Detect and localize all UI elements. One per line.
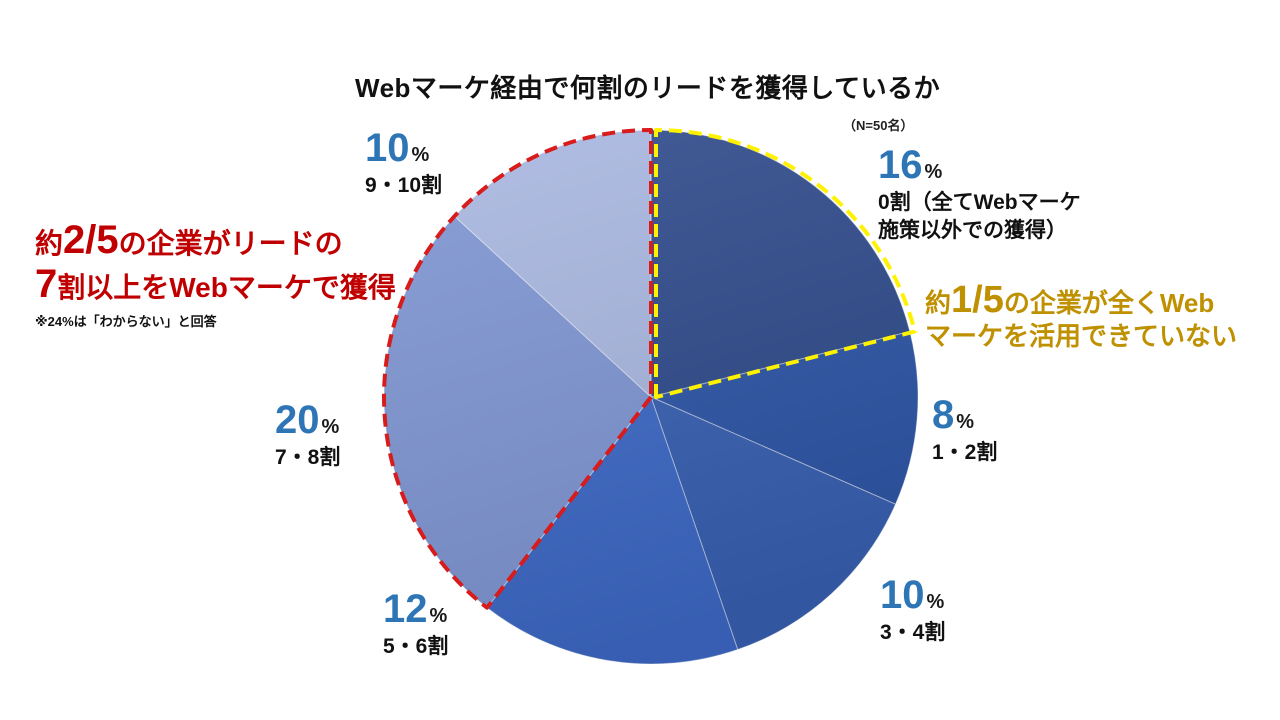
slice-percent: 12% [383,589,448,629]
majority-callout-line2: 7割以上をWebマーケで獲得 [35,262,396,306]
slice-value: 12 [383,587,428,631]
slice-label-5-6-wari: 12% 5・6割 [383,589,448,661]
callout-text: の企業が全くWeb [1003,288,1215,318]
callout-fraction: 1/5 [951,279,1004,321]
slice-value: 20 [275,398,320,442]
callout-prefix: 約 [925,288,952,318]
callout-fraction: 2/5 [63,218,119,262]
percent-sign: % [411,144,430,166]
slice-value: 10 [365,126,410,170]
majority-callout-line1: 約2/5の企業がリードの [35,218,396,262]
slice-percent: 10% [365,128,442,168]
slice-percent: 8% [932,395,997,435]
slice-category-line2: 施策以外での獲得） [878,219,1067,242]
callout-number: 7 [35,262,58,306]
majority-callout: 約2/5の企業がリードの 7割以上をWebマーケで獲得 ※24%は「わからない」… [35,218,396,330]
slice-category: 9・10割 [365,174,443,197]
slice-category: 3・4割 [880,621,946,644]
slice-value: 8 [932,393,955,437]
callout-footnote: ※24%は「わからない」と回答 [35,314,217,329]
slice-value: 16 [878,143,923,187]
callout-prefix: 約 [35,228,64,259]
percent-sign: % [321,416,340,438]
percent-sign: % [429,605,448,627]
slice-value: 10 [880,573,925,617]
percent-sign: % [926,591,945,613]
slice-category: 1・2割 [932,441,998,464]
slice-label-0-wari: 16% 0割（全てWebマーケ 施策以外での獲得） [878,145,1081,245]
slice-percent: 16% [878,145,1081,185]
slice-label-7-8-wari: 20% 7・8割 [275,400,340,472]
percent-sign: % [924,161,943,183]
highlight-outline-2 [654,128,917,399]
slice-category: 0割（全てWebマーケ [878,191,1081,214]
callout-text: の企業がリードの [118,228,343,259]
slice-label-3-4-wari: 10% 3・4割 [880,575,945,647]
slice-percent: 20% [275,400,340,440]
slice-label-9-10-wari: 10% 9・10割 [365,128,442,200]
slice-category: 7・8割 [275,446,341,469]
sample-size-note: （N=50名） [843,118,914,133]
no-webmarketing-callout-line1: 約1/5の企業が全くWeb [925,279,1237,321]
slice-category: 5・6割 [383,635,449,658]
callout-text: 割以上をWebマーケで獲得 [57,272,396,303]
percent-sign: % [956,411,975,433]
no-webmarketing-callout-line2: マーケを活用できていない [925,321,1238,351]
slice-label-1-2-wari: 8% 1・2割 [932,395,997,467]
chart-title: Webマーケ経由で何割のリードを獲得しているか [355,73,941,103]
slice-percent: 10% [880,575,945,615]
no-webmarketing-callout: 約1/5の企業が全くWeb マーケを活用できていない [925,279,1238,354]
